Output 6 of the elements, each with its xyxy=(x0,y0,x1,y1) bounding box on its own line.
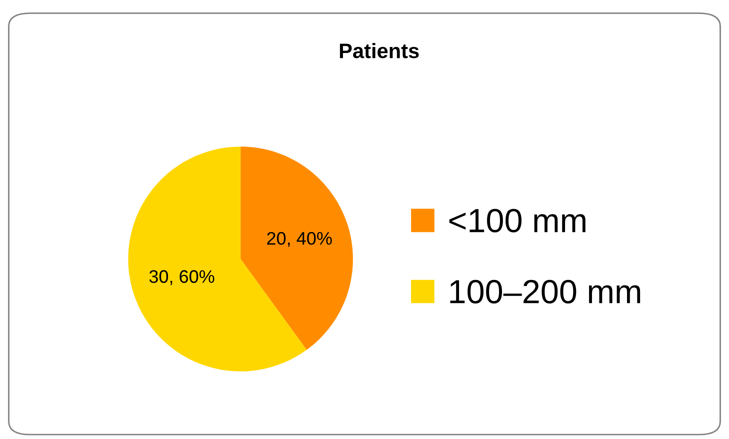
chart-title: Patients xyxy=(340,42,419,58)
legend-label: 100–200 mm xyxy=(450,280,640,304)
legend-label: <100 mm xyxy=(449,208,586,232)
data-label: 20, 40% xyxy=(267,232,332,247)
pie-slice xyxy=(240,146,353,350)
data-label: 30, 60% xyxy=(149,270,214,286)
